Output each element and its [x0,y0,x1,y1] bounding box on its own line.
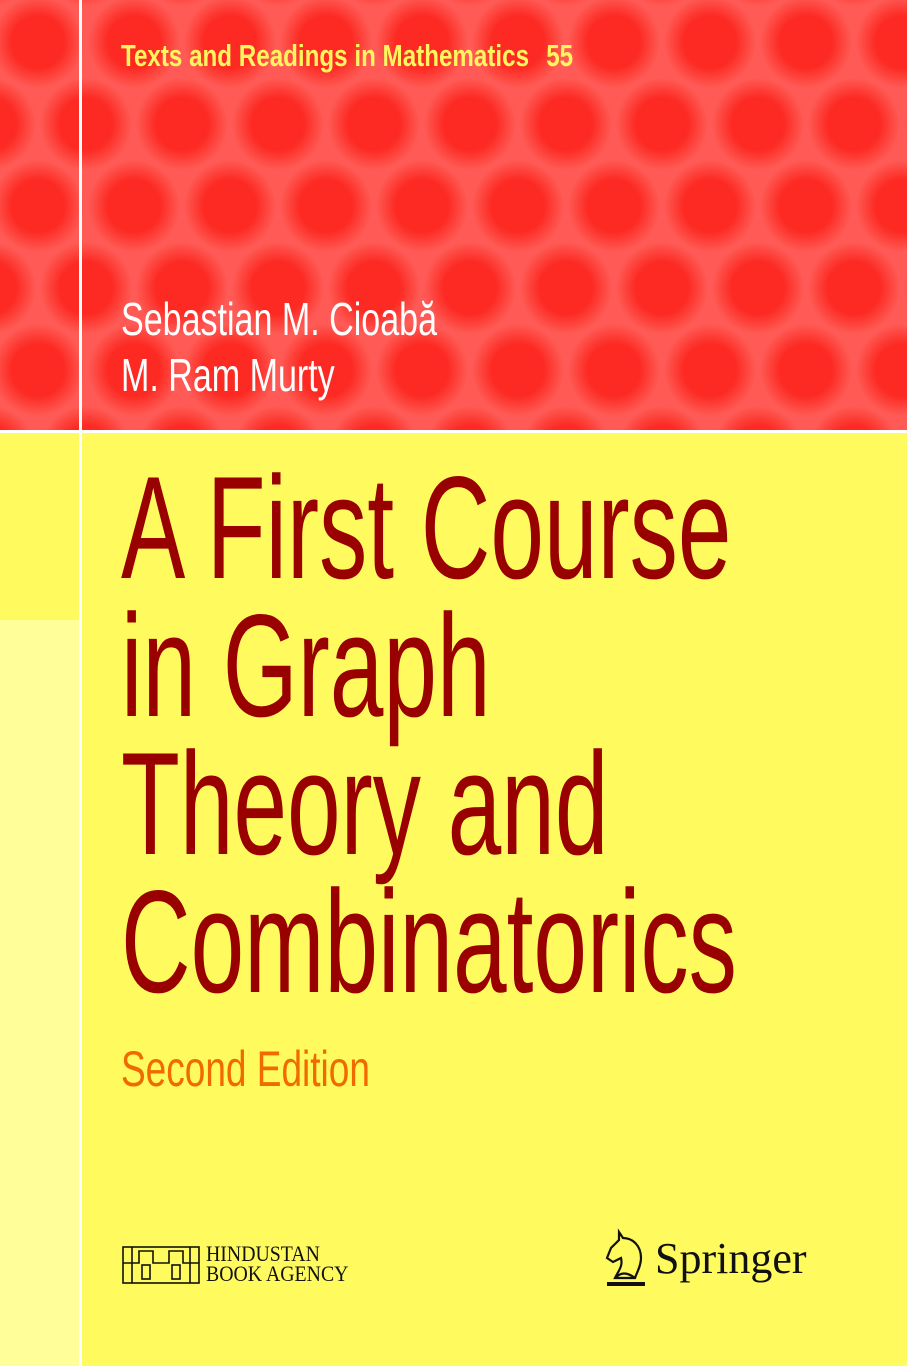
divider-vertical [79,0,82,1366]
title-line-1: A First Course [121,446,732,609]
springer-logo: Springer [603,1228,807,1288]
edition: Second Edition [121,1041,370,1097]
title-line-4: Combinatorics [121,860,737,1023]
left-strip [0,620,79,1366]
hba-line-1: HINDUSTAN [206,1241,320,1266]
springer-horse-icon [605,1228,645,1286]
series-title: Texts and Readings in Mathematics 55 [121,38,573,74]
title-line-2: in Graph [121,584,491,747]
hba-emblem-icon [122,1246,200,1284]
hba-line-2: BOOK AGENCY [206,1261,349,1286]
series-number: 55 [546,38,574,73]
divider-horizontal [0,430,907,433]
title-line-3: Theory and [121,722,609,885]
author-2: M. Ram Murty [121,349,335,401]
springer-wordmark: Springer [655,1233,807,1283]
red-header-pattern [0,0,907,430]
hindustan-book-agency-logo: HINDUSTAN BOOK AGENCY [122,1243,364,1285]
author-1: Sebastian M. Cioabă [121,293,438,345]
series-name: Texts and Readings in Mathematics [121,38,530,73]
